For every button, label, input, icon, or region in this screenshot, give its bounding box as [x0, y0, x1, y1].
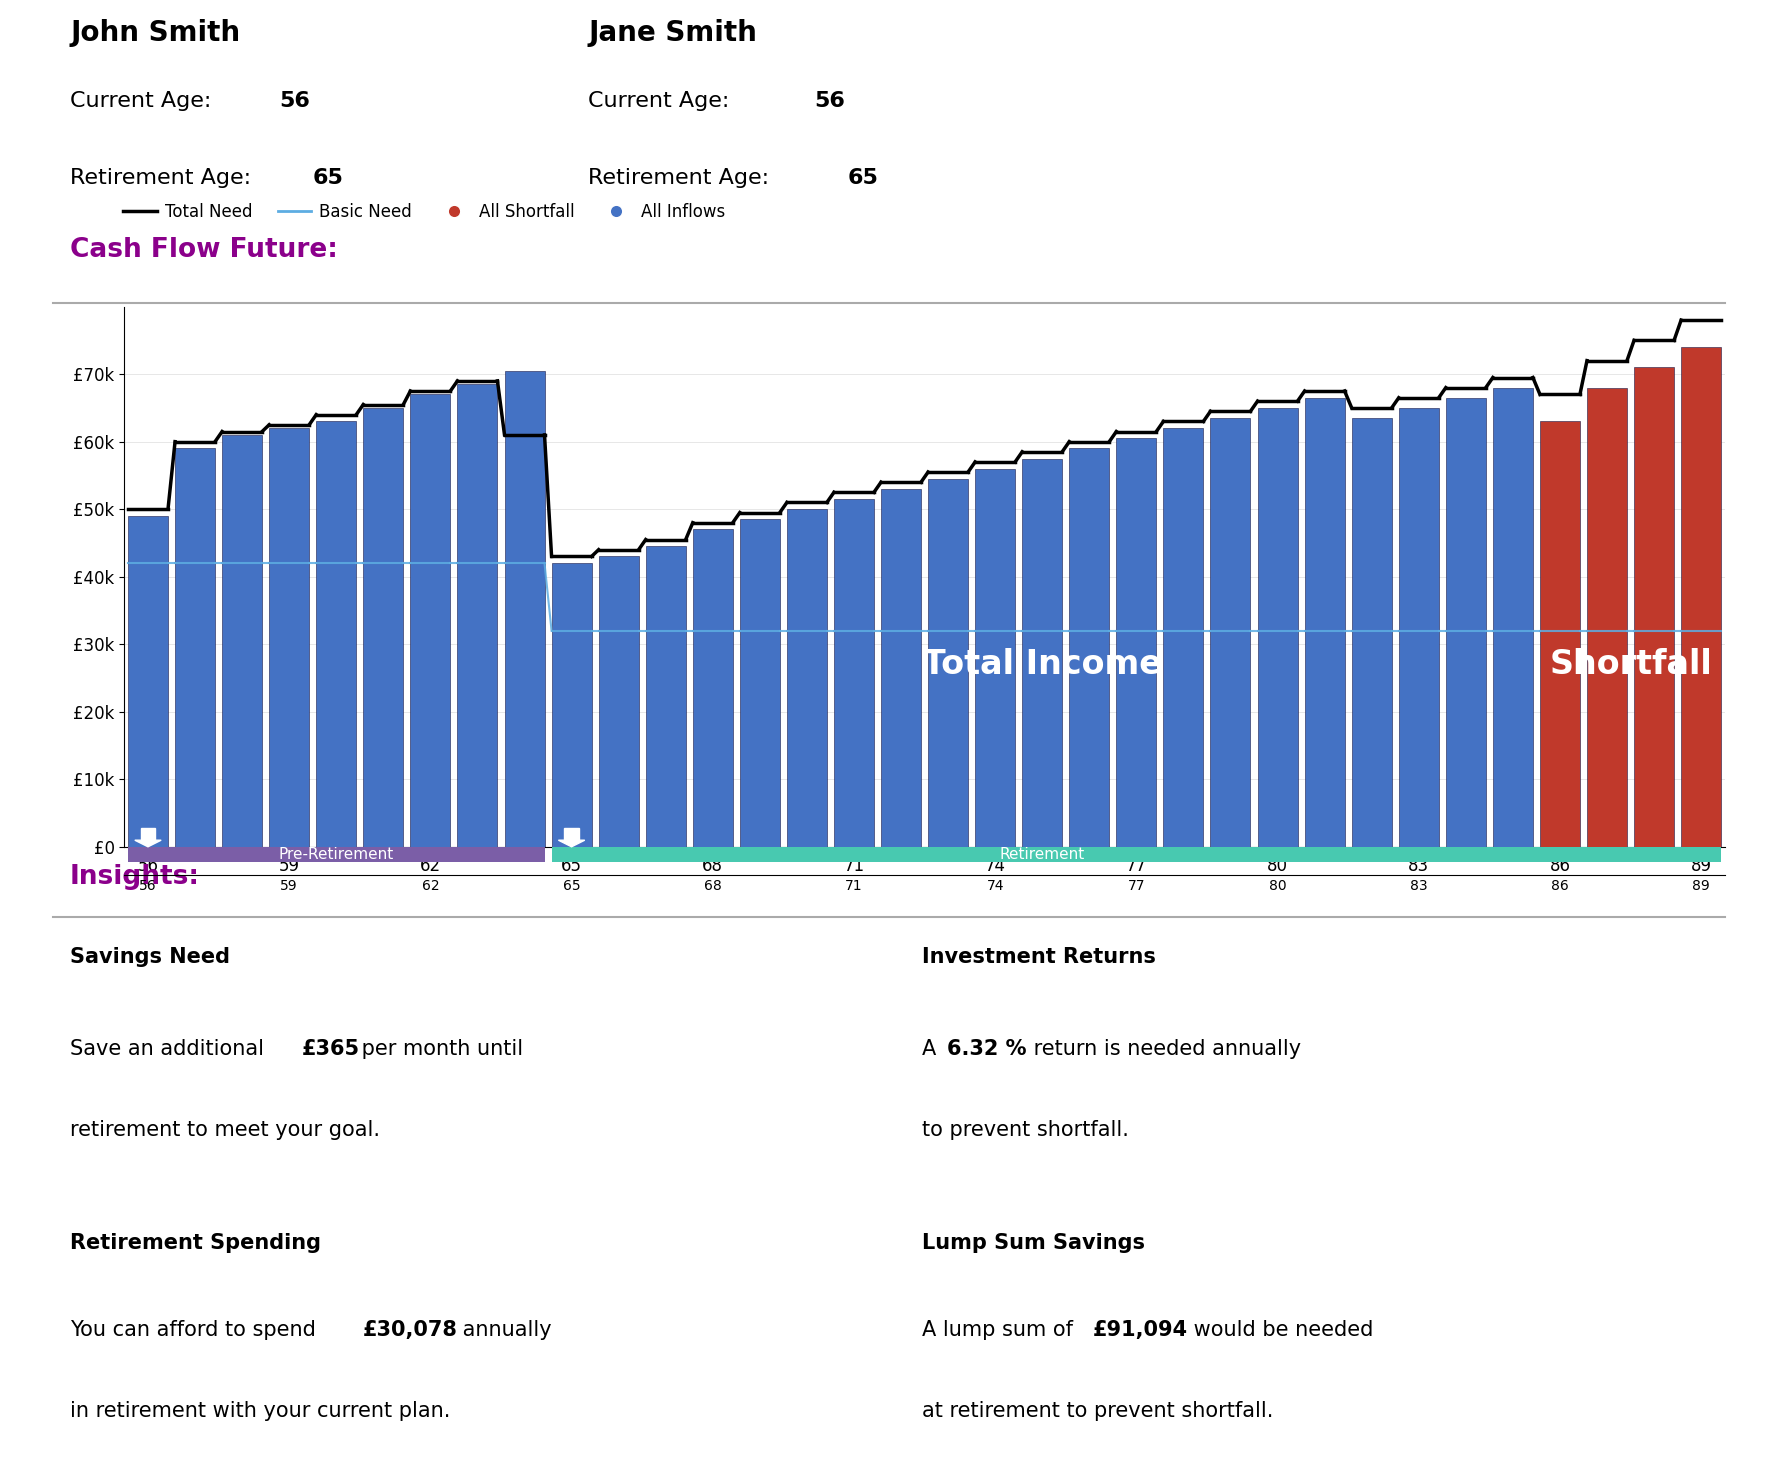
Bar [1399, 407, 1438, 847]
Bar [693, 530, 733, 847]
Text: £30,078: £30,078 [363, 1320, 457, 1339]
Bar [1305, 397, 1344, 847]
Text: Total Income: Total Income [923, 648, 1161, 680]
Text: in retirement with your current plan.: in retirement with your current plan. [69, 1400, 450, 1421]
Bar [974, 469, 1015, 847]
Text: 65: 65 [313, 168, 343, 188]
Bar [788, 510, 827, 847]
Bar [268, 428, 309, 847]
Bar [645, 546, 686, 847]
Bar [1069, 448, 1109, 847]
Bar [1351, 418, 1392, 847]
Text: Retirement Age:: Retirement Age: [69, 168, 258, 188]
Text: Current Age:: Current Age: [69, 91, 219, 111]
Bar [1257, 407, 1298, 847]
Polygon shape [135, 839, 162, 847]
Text: at retirement to prevent shortfall.: at retirement to prevent shortfall. [923, 1400, 1273, 1421]
Text: 6.32 %: 6.32 % [946, 1038, 1026, 1058]
Polygon shape [140, 828, 155, 840]
Bar [1446, 397, 1486, 847]
Text: to prevent shortfall.: to prevent shortfall. [923, 1120, 1129, 1140]
Polygon shape [558, 839, 585, 847]
Text: Retirement Age:: Retirement Age: [589, 168, 777, 188]
Text: return is needed annually: return is needed annually [1028, 1038, 1301, 1058]
Bar [1211, 418, 1250, 847]
Bar [1540, 422, 1581, 847]
Bar [551, 847, 1721, 861]
Text: Shortfall: Shortfall [1549, 648, 1712, 680]
Text: retirement to meet your goal.: retirement to meet your goal. [69, 1120, 380, 1140]
Text: John Smith: John Smith [69, 19, 240, 47]
Bar [599, 556, 638, 847]
Bar [457, 384, 498, 847]
Text: per month until: per month until [356, 1038, 523, 1058]
Bar [1588, 387, 1627, 847]
Bar [551, 564, 592, 847]
Text: Retirement: Retirement [999, 847, 1085, 861]
Text: £91,094: £91,094 [1093, 1320, 1188, 1339]
Text: 56: 56 [814, 91, 845, 111]
Text: A lump sum of: A lump sum of [923, 1320, 1079, 1339]
Text: Savings Need: Savings Need [69, 946, 229, 967]
Bar [740, 520, 781, 847]
Text: Lump Sum Savings: Lump Sum Savings [923, 1234, 1145, 1253]
Polygon shape [564, 828, 580, 840]
Bar [1494, 387, 1533, 847]
Bar [1163, 428, 1204, 847]
Bar [505, 371, 544, 847]
Text: 65: 65 [848, 168, 878, 188]
Bar [1634, 368, 1675, 847]
Text: A: A [923, 1038, 944, 1058]
Text: Jane Smith: Jane Smith [589, 19, 757, 47]
Bar [1682, 347, 1721, 847]
Legend: Total Need, Basic Need, All Shortfall, All Inflows: Total Need, Basic Need, All Shortfall, A… [117, 196, 733, 228]
Text: Retirement Spending: Retirement Spending [69, 1234, 322, 1253]
Text: Insights:: Insights: [69, 864, 201, 891]
Text: £365: £365 [302, 1038, 359, 1058]
Bar [316, 422, 356, 847]
Bar [411, 394, 450, 847]
Bar [1117, 438, 1156, 847]
Text: Investment Returns: Investment Returns [923, 946, 1156, 967]
Text: 56: 56 [279, 91, 309, 111]
Bar [128, 515, 167, 847]
Bar [222, 435, 261, 847]
Text: Pre-Retirement: Pre-Retirement [279, 847, 395, 861]
Bar [882, 489, 921, 847]
Text: annually: annually [457, 1320, 551, 1339]
Text: You can afford to spend: You can afford to spend [69, 1320, 322, 1339]
Bar [174, 448, 215, 847]
Text: Save an additional: Save an additional [69, 1038, 270, 1058]
Text: Current Age:: Current Age: [589, 91, 736, 111]
Bar [363, 407, 404, 847]
Text: would be needed: would be needed [1188, 1320, 1373, 1339]
Bar [1022, 458, 1061, 847]
Bar [928, 479, 967, 847]
Bar [128, 847, 544, 861]
Bar [834, 499, 875, 847]
Text: Cash Flow Future:: Cash Flow Future: [69, 237, 338, 263]
